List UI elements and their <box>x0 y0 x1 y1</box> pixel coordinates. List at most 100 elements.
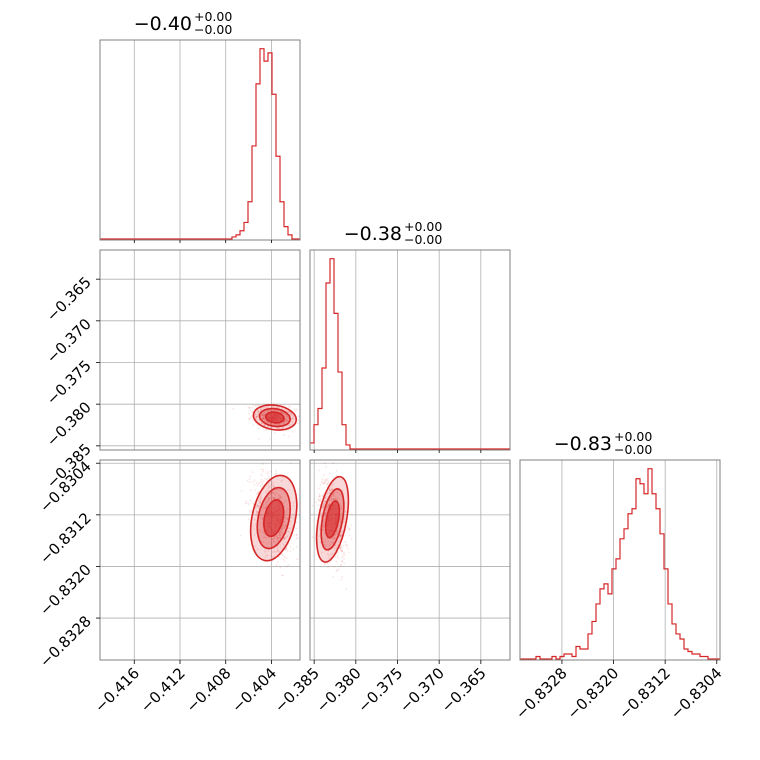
scatter-point <box>331 487 333 490</box>
scatter-point <box>263 407 266 410</box>
scatter-point <box>274 409 277 412</box>
scatter-point <box>322 506 325 509</box>
scatter-point <box>281 527 284 530</box>
scatter-point <box>320 514 323 517</box>
contour-inner <box>324 500 341 539</box>
scatter-point <box>270 493 273 496</box>
scatter-point <box>259 516 261 519</box>
scatter-point <box>256 404 259 406</box>
scatter-point <box>271 537 274 540</box>
scatter-point <box>339 549 342 551</box>
scatter-point <box>335 531 338 533</box>
scatter-point <box>325 511 327 514</box>
scatter-point <box>264 549 266 552</box>
scatter-point <box>273 540 276 542</box>
scatter-point <box>249 475 252 477</box>
scatter-point <box>262 507 265 510</box>
scatter-point <box>339 534 342 536</box>
scatter-point <box>267 409 269 412</box>
histogram-panel-0: −0.40 +0.00−0.00 <box>99 9 301 243</box>
scatter-point <box>330 497 332 500</box>
scatter-point <box>260 497 263 499</box>
scatter-point <box>266 501 269 503</box>
scatter-point <box>331 500 333 503</box>
scatter-point <box>326 477 329 480</box>
scatter-point <box>281 412 284 414</box>
scatter-point <box>277 423 280 426</box>
scatter-point <box>267 421 270 424</box>
scatter-point <box>277 537 280 540</box>
scatter-point <box>291 525 294 528</box>
scatter-point <box>324 501 326 504</box>
scatter-point <box>335 491 338 494</box>
scatter-point <box>272 485 275 488</box>
scatter-point <box>274 496 277 498</box>
scatter-point <box>278 533 280 535</box>
scatter-point <box>283 420 286 423</box>
scatter-point <box>262 414 264 416</box>
scatter-point <box>343 553 346 556</box>
scatter-point <box>289 526 292 529</box>
scatter-point <box>280 489 283 492</box>
scatter-point <box>325 508 328 511</box>
scatter-point <box>261 517 264 520</box>
scatter-point <box>252 480 255 483</box>
scatter-point <box>261 481 263 484</box>
scatter-point <box>288 530 291 533</box>
scatter-point <box>296 422 299 425</box>
scatter-point <box>248 417 250 420</box>
scatter-point <box>339 538 342 540</box>
scatter-point <box>332 565 335 568</box>
grid-lines <box>133 40 272 240</box>
scatter-point <box>278 494 280 497</box>
scatter-point <box>332 537 335 540</box>
scatter-point <box>284 525 287 527</box>
scatter-point <box>256 548 259 551</box>
scatter-point <box>256 492 259 495</box>
scatter-point <box>318 495 321 498</box>
scatter-point <box>322 505 325 508</box>
scatter-point <box>321 506 324 508</box>
scatter-point <box>278 536 281 539</box>
scatter-point <box>256 409 259 412</box>
scatter-point <box>271 495 274 498</box>
scatter-point <box>296 408 298 411</box>
scatter-point <box>245 502 248 505</box>
scatter-point <box>323 482 326 484</box>
scatter-point <box>284 414 287 416</box>
scatter-point <box>281 527 284 530</box>
scatter-point <box>275 488 278 491</box>
x-tick-label: −0.380 <box>313 664 365 716</box>
histogram-panel-1: −0.38 +0.00−0.00 <box>309 219 511 453</box>
scatter-point <box>336 543 339 546</box>
scatter-point <box>320 551 323 554</box>
plot-content <box>100 48 300 240</box>
scatter-point <box>257 409 260 412</box>
scatter-point <box>287 417 290 419</box>
scatter-point <box>259 485 262 487</box>
scatter-point <box>339 535 342 538</box>
scatter-point <box>283 524 286 526</box>
scatter-point <box>265 410 268 413</box>
scatter-point <box>254 405 257 408</box>
scatter-point <box>259 502 261 504</box>
scatter-point <box>285 565 288 568</box>
scatter-point <box>262 417 265 420</box>
scatter-point <box>281 542 284 545</box>
scatter-point <box>276 537 279 540</box>
scatter-point <box>255 506 257 508</box>
scatter-point <box>278 532 281 535</box>
scatter-point <box>273 537 276 540</box>
grid-lines <box>561 460 718 660</box>
scatter-point <box>336 532 339 535</box>
scatter-point <box>327 492 329 495</box>
scatter-point <box>257 504 260 507</box>
x-tick-label: −0.408 <box>183 664 235 716</box>
scatter-point <box>282 543 285 546</box>
scatter-point <box>335 474 338 477</box>
scatter-point <box>275 423 278 426</box>
y-tick-label: −0.8328 <box>36 612 95 671</box>
scatter-point <box>315 501 318 504</box>
scatter-point <box>288 405 290 408</box>
scatter-point <box>332 537 334 540</box>
